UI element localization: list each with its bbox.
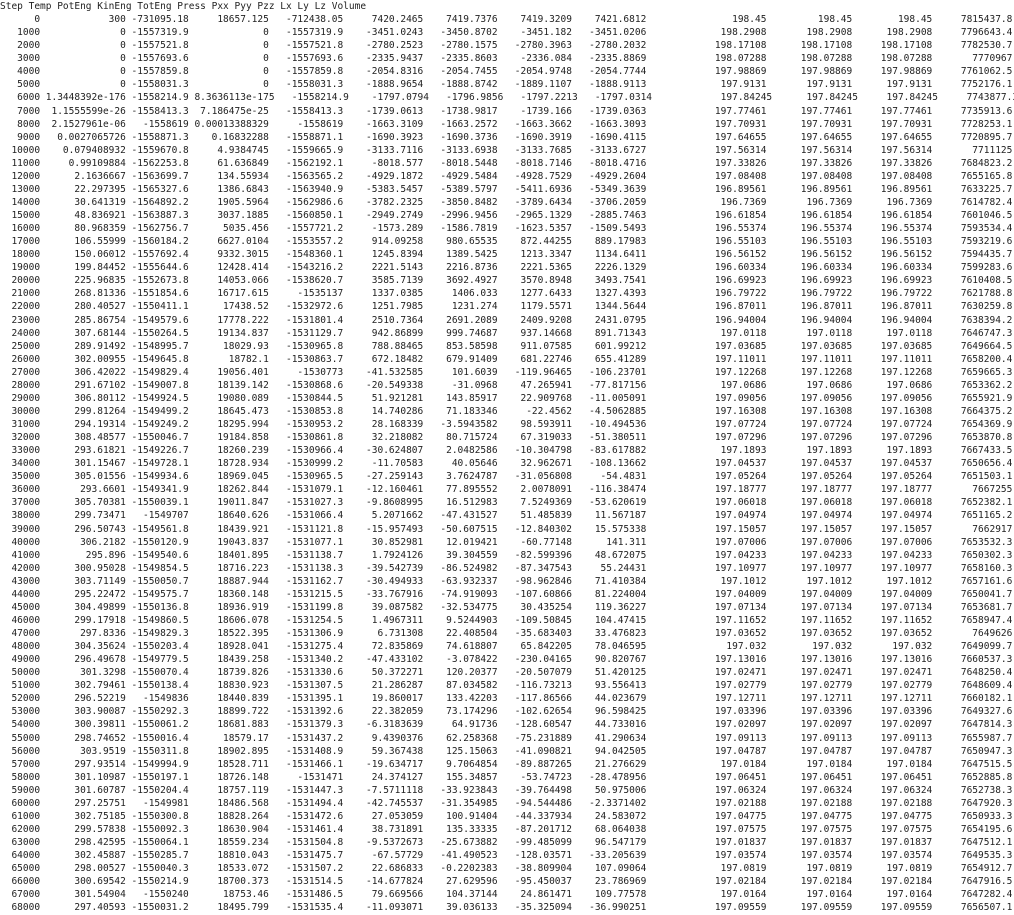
thermo-row: 67000 301.54904 -1550240 18753.46 -15314…	[0, 889, 1013, 901]
thermo-row: 59000 301.60787 -1550204.4 18757.119 -15…	[0, 784, 1013, 796]
thermo-row: 3000 0 -1557693.6 0 -1557693.6 -2335.943…	[0, 53, 1013, 65]
thermo-row: 57000 297.93514 -1549994.9 18528.711 -15…	[0, 758, 1013, 770]
thermo-row: 1000 0 -1557319.9 0 -1557319.9 -3451.024…	[0, 27, 1013, 39]
thermo-row: 32000 308.48577 -1550046.7 19184.858 -15…	[0, 432, 1013, 444]
thermo-row: 68000 297.40593 -1550031.2 18495.799 -15…	[0, 902, 1013, 914]
thermo-row: 10000 0.079408932 -1559670.8 4.9384745 -…	[0, 144, 1013, 156]
thermo-row: 15000 48.836921 -1563887.3 3037.1885 -15…	[0, 210, 1013, 221]
thermo-row: 28000 291.67102 -1549007.8 18139.142 -15…	[0, 379, 1013, 391]
thermo-row: 40000 306.2182 -1550120.9 19043.837 -153…	[0, 536, 1013, 548]
thermo-row: 51000 302.79461 -1550138.4 18830.923 -15…	[0, 680, 1013, 692]
thermo-row: 42000 300.95028 -1549854.5 18716.223 -15…	[0, 562, 1013, 574]
thermo-row: 45000 304.49899 -1550136.8 18936.919 -15…	[0, 601, 1013, 613]
thermo-row: 23000 285.86754 -1549579.6 17778.222 -15…	[0, 314, 1013, 326]
thermo-row: 37000 305.70381 -1550039.1 19011.847 -15…	[0, 497, 1013, 509]
thermo-row: 8000 2.1527961e-06 -1558619 0.0001338832…	[0, 118, 1013, 130]
thermo-row: 47000 297.8336 -1549829.3 18522.395 -153…	[0, 628, 1013, 639]
thermo-row: 50000 301.3298 -1550070.4 18739.826 -153…	[0, 667, 1013, 679]
thermo-row: 66000 300.69542 -1550214.9 18700.373 -15…	[0, 876, 1013, 888]
thermo-row: 6000 1.3448392e-176 -1558214.9 8.3636113…	[0, 92, 1014, 104]
thermo-row: 14000 30.641319 -1564892.2 1905.5964 -15…	[0, 196, 1013, 208]
thermo-row: 30000 299.81264 -1549499.2 18645.473 -15…	[0, 405, 1013, 417]
thermo-row: 65000 298.00527 -1550040.3 18533.072 -15…	[0, 863, 1013, 875]
thermo-row: 64000 302.45887 -1550285.7 18810.043 -15…	[0, 850, 1013, 862]
thermo-row: 54000 300.39811 -1550061.2 18681.883 -15…	[0, 719, 1013, 731]
thermo-row: 49000 296.49678 -1549779.5 18439.258 -15…	[0, 654, 1013, 666]
thermo-row: 48000 304.35624 -1550203.4 18928.041 -15…	[0, 641, 1013, 653]
thermo-row: 16000 80.968359 -1562756.7 5035.456 -155…	[0, 223, 1013, 235]
thermo-row: 24000 307.68144 -1550264.5 19134.837 -15…	[0, 327, 1013, 339]
thermo-row: 25000 289.91492 -1548995.7 18029.93 -153…	[0, 340, 1013, 352]
thermo-row: 20000 225.96835 -1552673.8 14053.066 -15…	[0, 275, 1013, 287]
thermo-row: 33000 293.61821 -1549226.7 18260.239 -15…	[0, 445, 1013, 457]
thermo-row: 0 300 -731095.18 18657.125 -712438.05 74…	[0, 14, 1013, 26]
thermo-row: 43000 303.71149 -1550050.7 18887.944 -15…	[0, 575, 1013, 587]
thermo-row: 39000 296.50743 -1549561.8 18439.921 -15…	[0, 523, 1013, 535]
thermo-row: 29000 306.80112 -1549924.5 19080.089 -15…	[0, 392, 1013, 404]
thermo-row: 31000 294.19314 -1549249.2 18295.994 -15…	[0, 419, 1013, 430]
thermo-row: 60000 297.25751 -1549981 18486.568 -1531…	[0, 797, 1013, 809]
thermo-row: 62000 299.57838 -1550092.3 18630.904 -15…	[0, 823, 1013, 835]
thermo-row: 41000 295.896 -1549540.6 18401.895 -1531…	[0, 549, 1013, 561]
thermo-row: 52000 296.52219 -1549836 18440.839 -1531…	[0, 693, 1013, 705]
thermo-row: 56000 303.9519 -1550311.8 18902.895 -153…	[0, 745, 1013, 757]
thermo-row: 17000 106.55999 -1560184.2 6627.0104 -15…	[0, 236, 1013, 248]
thermo-row: 2000 0 -1557521.8 0 -1557521.8 -2780.252…	[0, 40, 1013, 52]
thermo-row: 4000 0 -1557859.8 0 -1557859.8 -2054.831…	[0, 66, 1013, 78]
thermo-row: 18000 150.06012 -1557692.4 9332.3015 -15…	[0, 249, 1013, 261]
thermo-row: 36000 293.6601 -1549341.9 18262.844 -153…	[0, 484, 1013, 496]
thermo-row: 61000 302.75185 -1550300.8 18828.264 -15…	[0, 810, 1013, 822]
thermo-row: 34000 301.15467 -1549728.1 18728.934 -15…	[0, 458, 1013, 470]
thermo-row: 22000 280.40527 -1550411.1 17438.52 -153…	[0, 301, 1013, 313]
thermo-row: 11000 0.99109884 -1562253.8 61.636849 -1…	[0, 157, 1013, 169]
thermo-row: 26000 302.00955 -1549645.8 18782.1 -1530…	[0, 353, 1013, 365]
thermo-row: 38000 299.73471 -1549707 18640.626 -1531…	[0, 510, 1013, 522]
thermo-row: 44000 295.22472 -1549575.7 18360.148 -15…	[0, 588, 1013, 600]
thermo-row: 21000 268.81336 -1551854.6 16717.615 -15…	[0, 288, 1013, 300]
thermo-row: 13000 22.297395 -1565327.6 1386.6843 -15…	[0, 183, 1013, 195]
thermo-row: 19000 199.84452 -1555644.6 12428.414 -15…	[0, 262, 1013, 274]
thermo-row: 55000 298.74652 -1550016.4 18579.17 -153…	[0, 732, 1013, 744]
thermo-row: 63000 298.42595 -1550064.1 18559.234 -15…	[0, 837, 1013, 848]
thermo-row: 5000 0 -1558031.3 0 -1558031.3 -1888.965…	[0, 79, 1013, 91]
thermo-row: 53000 303.90087 -1550292.3 18899.722 -15…	[0, 706, 1013, 718]
thermo-row: 7000 1.1555599e-26 -1558413.3 7.186475e-…	[0, 105, 1013, 117]
thermo-header-row: Step Temp PotEng KinEng TotEng Press Pxx…	[0, 1, 367, 12]
thermo-row: 9000 0.0027065726 -1558871.3 0.16832288 …	[0, 131, 1013, 143]
thermo-row: 12000 2.1636667 -1563699.7 134.55934 -15…	[0, 170, 1013, 182]
thermo-row: 35000 305.01556 -1549934.6 18969.045 -15…	[0, 471, 1013, 483]
thermo-row: 46000 299.17918 -1549860.5 18606.078 -15…	[0, 614, 1013, 626]
thermo-row: 27000 306.42022 -1549829.4 19056.401 -15…	[0, 366, 1013, 378]
thermo-row: 58000 301.10987 -1550197.1 18726.148 -15…	[0, 771, 1013, 783]
